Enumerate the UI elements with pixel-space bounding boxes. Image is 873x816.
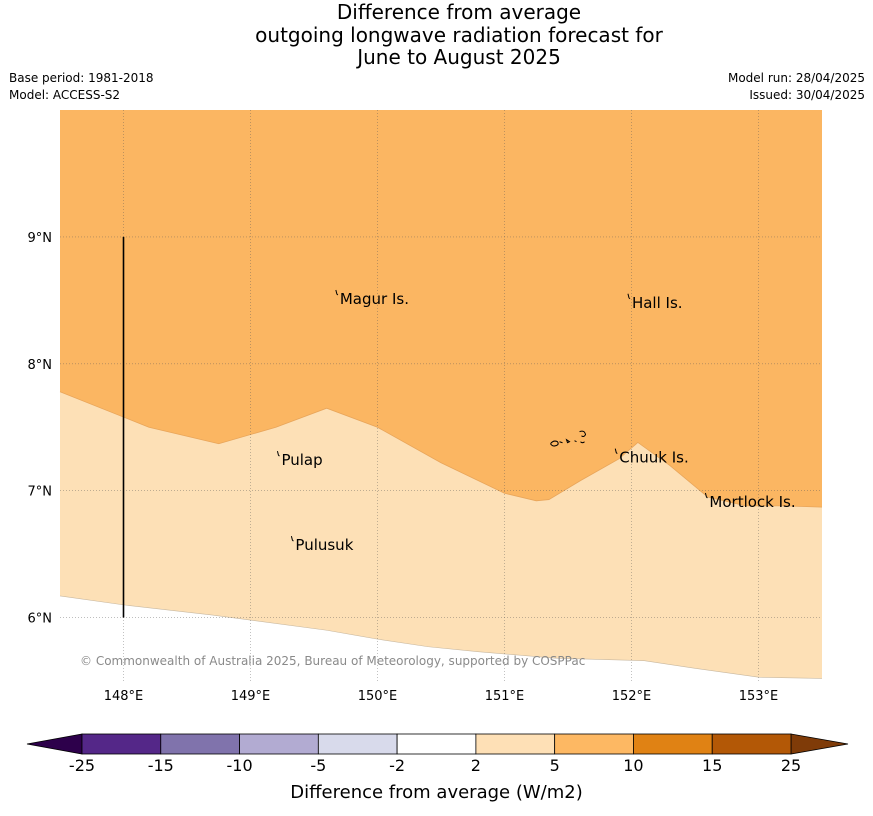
- lon-tick-label: 149°E: [231, 689, 271, 704]
- colorbar-bin: [160, 733, 240, 755]
- base-period-text: Base period: 1981-2018: [9, 71, 154, 85]
- lat-tick-label: 8°N: [28, 358, 53, 373]
- lon-tick-label: 151°E: [485, 689, 525, 704]
- colorbar-tick-label: -2: [389, 756, 405, 775]
- colorbar-tick-label: 2: [471, 756, 481, 775]
- colorbar-tick-label: 5: [550, 756, 560, 775]
- colorbar-bin: [396, 733, 477, 755]
- map-panel: 148°E 149°E 150°E 151°E 152°E 153°E 9°N 8°N 7°N 6…: [28, 110, 823, 704]
- issued-text: Issued: 30/04/2025: [749, 88, 865, 102]
- title-line-1: Difference from average: [336, 0, 582, 24]
- place-label: Hall Is.: [632, 294, 683, 312]
- meta-left: Base period: 1981-2018 Model: ACCESS-S2: [9, 70, 154, 104]
- colorbar-under-arrow: [26, 733, 83, 755]
- colorbar-bin: [711, 733, 792, 755]
- copyright-text: © Commonwealth of Australia 2025, Bureau…: [80, 654, 585, 668]
- colorbar-tick-label: 15: [702, 756, 722, 775]
- colorbar-bin: [554, 733, 634, 755]
- island-marker: [276, 451, 280, 457]
- place-label: Pulusuk: [295, 536, 353, 554]
- lon-tick-label: 152°E: [612, 689, 652, 704]
- place-label: Pulap: [281, 451, 322, 469]
- lat-tick-label: 6°N: [28, 612, 53, 627]
- place-label: Mortlock Is.: [709, 493, 795, 511]
- lon-tick-label: 150°E: [358, 689, 398, 704]
- title-line-2: outgoing longwave radiation forecast for: [255, 22, 663, 47]
- chuuk-islands-shape: [550, 430, 587, 447]
- colorbar-title: Difference from average (W/m2): [290, 782, 582, 803]
- island-marker: [335, 289, 339, 296]
- model-text: Model: ACCESS-S2: [9, 88, 121, 102]
- island-marker: [627, 293, 631, 300]
- contour-5: [59, 391, 823, 508]
- colorbar-tick-label: -5: [310, 756, 326, 775]
- colorbar-tick-label: 10: [623, 756, 643, 775]
- place-label: Magur Is.: [340, 290, 409, 308]
- colorbar-over-arrow: [790, 733, 849, 755]
- lon-tick-label: 148°E: [104, 689, 144, 704]
- colorbar-tick-label: 25: [781, 756, 801, 775]
- lat-tick-label: 9°N: [28, 231, 53, 246]
- colorbar-bin: [475, 733, 556, 755]
- model-run-text: Model run: 28/04/2025: [727, 71, 865, 85]
- colorbar-tick-label: -25: [69, 756, 95, 775]
- place-label: Chuuk Is.: [619, 449, 688, 467]
- colorbar-tick-label: -15: [148, 756, 174, 775]
- colorbar-bin: [239, 733, 319, 755]
- island-marker: [704, 492, 708, 499]
- colorbar-bin: [633, 733, 713, 755]
- contour-2: [59, 595, 823, 679]
- colorbar-bin: [317, 733, 398, 755]
- meta-right: Model run: 28/04/2025 Issued: 30/04/2025: [728, 70, 865, 104]
- island-marker: [614, 448, 618, 454]
- colorbar-bin: [81, 733, 162, 755]
- lat-tick-label: 7°N: [28, 485, 53, 500]
- title-line-3: June to August 2025: [357, 45, 561, 69]
- lon-tick-label: 153°E: [739, 689, 779, 704]
- colorbar-tick-label: -10: [226, 756, 252, 775]
- region-2-to-5: [60, 391, 822, 679]
- chart-title: Difference from average outgoing longwav…: [0, 1, 873, 69]
- island-marker: [290, 536, 294, 542]
